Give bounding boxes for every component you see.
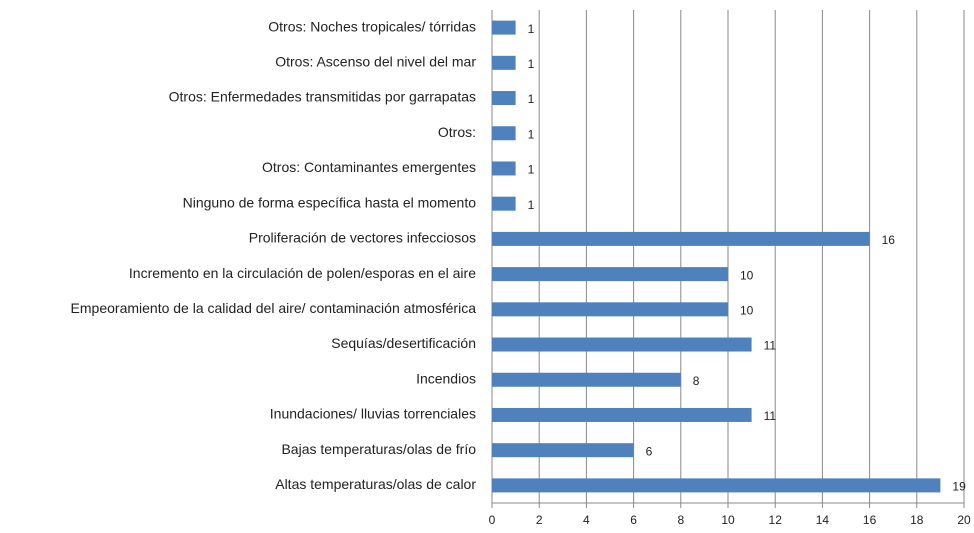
x-tick-label: 8 xyxy=(677,513,684,527)
y-tick-label: Otros: Enfermedades transmitidas por gar… xyxy=(169,89,476,105)
bar xyxy=(492,337,752,352)
y-tick-label: Proliferación de vectores infecciosos xyxy=(249,230,476,246)
y-tick-label: Otros: Contaminantes emergentes xyxy=(262,159,476,175)
bar xyxy=(492,91,516,106)
value-label: 1 xyxy=(528,92,535,106)
bar xyxy=(492,302,728,317)
value-label: 19 xyxy=(952,480,966,494)
bar xyxy=(492,20,516,35)
value-label: 1 xyxy=(528,57,535,71)
bar xyxy=(492,161,516,176)
value-label: 8 xyxy=(693,374,700,388)
value-label: 1 xyxy=(528,163,535,177)
bar xyxy=(492,196,516,211)
x-tick-label: 0 xyxy=(489,513,496,527)
x-tick-label: 4 xyxy=(583,513,590,527)
y-tick-label: Incendios xyxy=(416,370,476,386)
bar xyxy=(492,407,752,422)
x-tick-label: 2 xyxy=(536,513,543,527)
y-tick-label: Incremento en la circulación de polen/es… xyxy=(129,265,476,281)
bar xyxy=(492,55,516,70)
value-label: 6 xyxy=(646,444,653,458)
value-label: 11 xyxy=(764,339,777,353)
bar xyxy=(492,126,516,141)
y-tick-label: Bajas temperaturas/olas de frío xyxy=(281,441,476,457)
y-tick-label: Otros: Noches tropicales/ tórridas xyxy=(268,18,476,34)
x-tick-label: 18 xyxy=(910,513,924,527)
y-tick-label: Empeoramiento de la calidad del aire/ co… xyxy=(71,300,477,316)
x-tick-label: 20 xyxy=(957,513,971,527)
bar xyxy=(492,443,634,458)
value-label: 10 xyxy=(740,268,754,282)
value-label: 1 xyxy=(528,22,535,36)
value-label: 1 xyxy=(528,127,535,141)
y-tick-label: Altas temperaturas/olas de calor xyxy=(275,476,476,492)
bar xyxy=(492,267,728,282)
y-tick-label: Otros: xyxy=(438,124,476,140)
bar xyxy=(492,372,681,387)
bar xyxy=(492,231,870,246)
bar xyxy=(492,478,941,493)
value-label: 1 xyxy=(528,198,535,212)
y-tick-label: Sequías/desertificación xyxy=(331,335,476,351)
x-tick-label: 14 xyxy=(816,513,830,527)
y-tick-label: Otros: Ascenso del nivel del mar xyxy=(275,54,476,70)
x-tick-label: 12 xyxy=(769,513,783,527)
value-label: 10 xyxy=(740,303,754,317)
x-tick-label: 16 xyxy=(863,513,877,527)
x-tick-label: 10 xyxy=(721,513,735,527)
y-tick-label: Ninguno de forma específica hasta el mom… xyxy=(183,194,477,210)
x-tick-label: 6 xyxy=(630,513,637,527)
value-label: 11 xyxy=(764,409,777,423)
y-tick-label: Inundaciones/ lluvias torrenciales xyxy=(270,406,476,422)
value-label: 16 xyxy=(882,233,896,247)
